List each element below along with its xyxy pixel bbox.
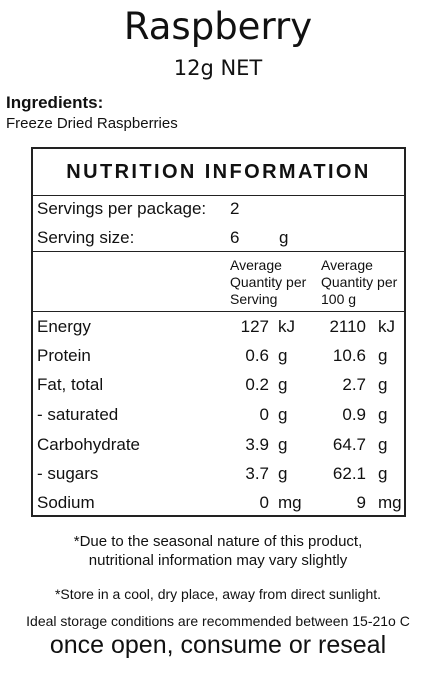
column-header-per-serving: Average Quantity per Serving: [230, 257, 306, 308]
storage-note: *Store in a cool, dry place, away from d…: [54, 586, 382, 602]
per-serving-unit: kJ: [278, 317, 295, 336]
per-serving-unit: g: [278, 346, 288, 365]
column-header-line: Average: [230, 257, 282, 273]
per-serving-unit: g: [278, 435, 288, 454]
ingredients-list: Freeze Dried Raspberries: [6, 115, 178, 132]
column-header-line: 100 g: [321, 291, 357, 307]
nutrient-name: Energy: [37, 317, 91, 336]
ideal-storage-note: Ideal storage conditions are recommended…: [26, 613, 410, 629]
nutrient-name: - saturated: [37, 405, 119, 424]
serving-size-unit: g: [279, 228, 289, 247]
nutrient-name: - sugars: [37, 464, 99, 483]
column-header-line: Serving: [230, 291, 278, 307]
nutrition-title: NUTRITION INFORMATION: [66, 161, 371, 183]
per-serving-value: 127: [240, 317, 269, 336]
per-serving-value: 0.2: [245, 375, 269, 394]
divider: [33, 311, 404, 312]
per-serving-value: 0: [259, 493, 269, 512]
per-100g-unit: g: [378, 375, 388, 394]
column-header-per-100g: Average Quantity per 100 g: [321, 257, 397, 308]
nutrient-row-fat-total: Fat, total 0.2 g 2.7 g: [33, 370, 404, 400]
seasonal-note-line: *Due to the seasonal nature of this prod…: [73, 533, 363, 550]
per-serving-value: 0: [259, 405, 269, 424]
net-weight: 12g NET: [173, 56, 263, 80]
per-serving-value: 3.9: [245, 435, 269, 454]
servings-value: 2: [230, 199, 240, 218]
per-serving-unit: g: [278, 464, 288, 483]
serving-size-value: 6: [230, 228, 240, 247]
servings-label: Servings per package:: [37, 199, 207, 218]
per-100g-unit: g: [378, 464, 388, 483]
nutrient-row-protein: Protein 0.6 g 10.6 g: [33, 341, 404, 371]
per-100g-value: 64.7: [332, 435, 366, 454]
product-name: Raspberry: [123, 5, 313, 48]
per-100g-unit: kJ: [378, 317, 395, 336]
per-100g-value: 9: [356, 493, 366, 512]
per-serving-value: 0.6: [245, 346, 269, 365]
seasonal-note: *Due to the seasonal nature of this prod…: [0, 532, 436, 570]
per-serving-value: 3.7: [245, 464, 269, 483]
nutrient-row-sodium: Sodium 0 mg 9 mg: [33, 488, 404, 518]
per-100g-value: 0.9: [342, 405, 366, 424]
column-header-line: Quantity per: [230, 274, 307, 290]
serving-size-label: Serving size:: [37, 228, 135, 247]
nutrient-name: Sodium: [37, 493, 95, 512]
divider: [33, 195, 404, 196]
per-100g-value: 10.6: [332, 346, 366, 365]
seasonal-note-line: nutritional information may vary slightl…: [88, 552, 348, 569]
nutrient-row-carbohydrate: Carbohydrate 3.9 g 64.7 g: [33, 430, 404, 460]
nutrient-row-saturated: - saturated 0 g 0.9 g: [33, 400, 404, 430]
nutrient-row-energy: Energy 127 kJ 2110 kJ: [33, 312, 404, 342]
nutrition-panel: NUTRITION INFORMATION Servings per packa…: [31, 147, 406, 517]
per-100g-value: 2110: [329, 317, 366, 336]
per-serving-unit: g: [278, 405, 288, 424]
per-100g-unit: mg: [378, 493, 402, 512]
nutrient-name: Fat, total: [37, 375, 104, 394]
column-header-line: Quantity per: [321, 274, 398, 290]
divider: [33, 251, 404, 252]
per-serving-unit: g: [278, 375, 288, 394]
per-100g-unit: g: [378, 435, 388, 454]
per-100g-value: 2.7: [342, 375, 366, 394]
nutrient-name: Carbohydrate: [37, 435, 141, 454]
per-serving-unit: mg: [278, 493, 302, 512]
per-100g-unit: g: [378, 405, 388, 424]
reseal-note: once open, consume or reseal: [49, 631, 387, 659]
nutrient-row-sugars: - sugars 3.7 g 62.1 g: [33, 459, 404, 489]
ingredients-heading: Ingredients:: [6, 93, 104, 112]
per-100g-value: 62.1: [332, 464, 366, 483]
nutrient-name: Protein: [37, 346, 91, 365]
per-100g-unit: g: [378, 346, 388, 365]
column-header-line: Average: [321, 257, 373, 273]
